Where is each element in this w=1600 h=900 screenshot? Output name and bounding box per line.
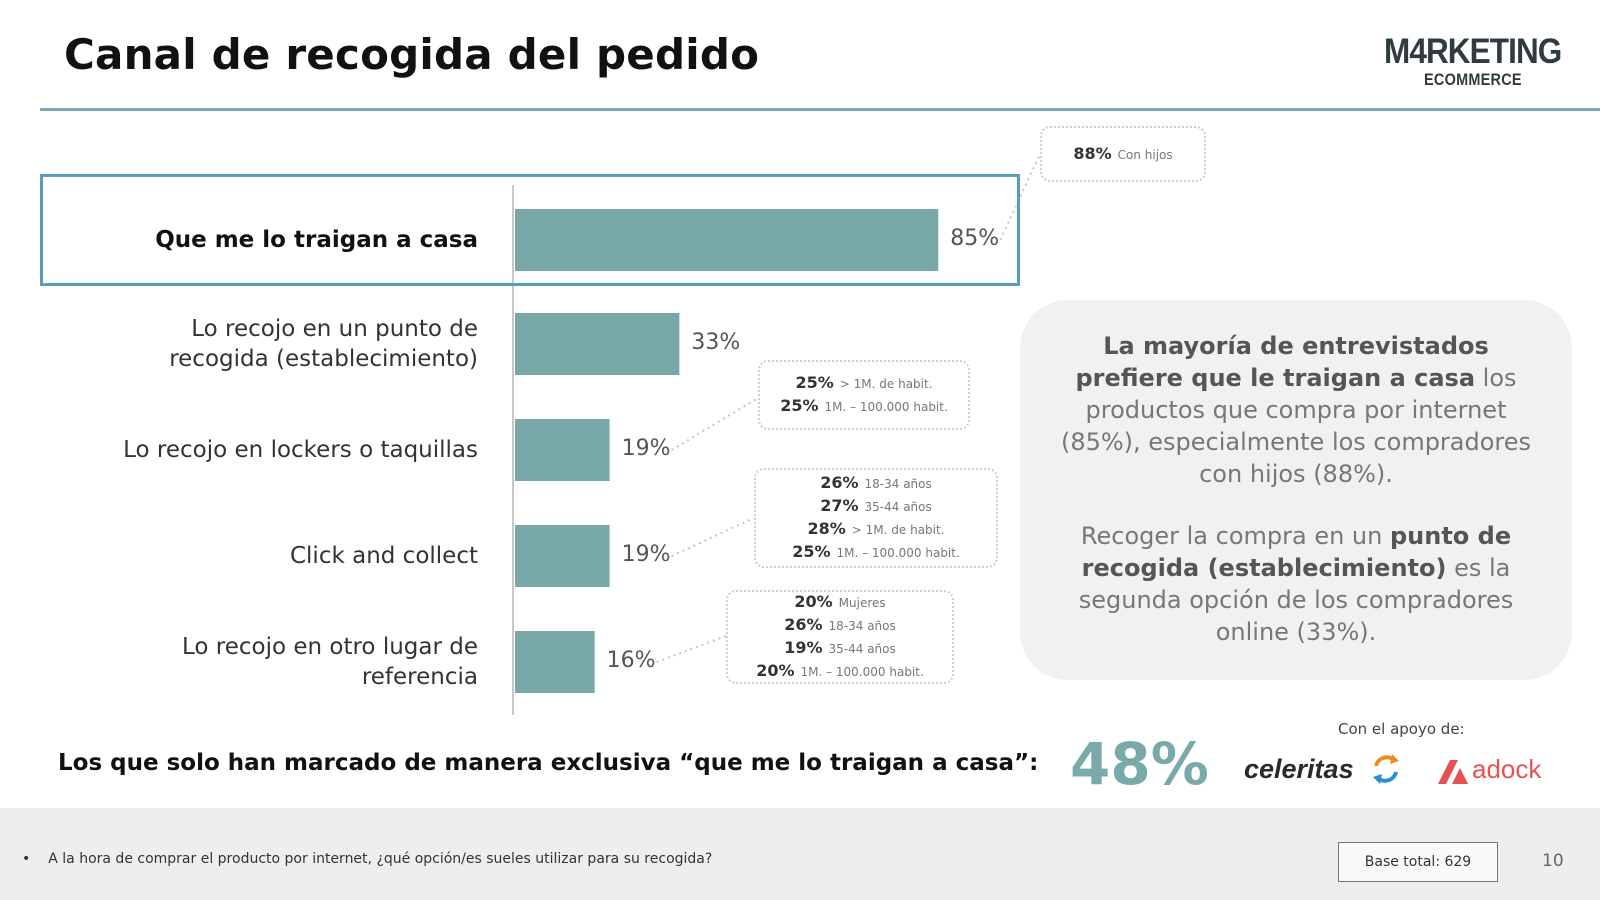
breakdown-connector <box>671 517 755 557</box>
bar-2 <box>515 313 680 375</box>
exclusive-value: 48% <box>1070 730 1209 798</box>
adock-logo: adock <box>1472 754 1542 784</box>
connectors-group <box>656 153 1041 663</box>
logo-text-bottom: ECOMMERCE <box>1424 70 1522 89</box>
breakdown-label: 18-34 años <box>864 477 932 491</box>
page-title: Canal de recogida del pedido <box>64 30 760 79</box>
breakdown-label: 18-34 años <box>828 619 896 633</box>
celeritas-arrows-icon <box>1373 754 1399 784</box>
breakdown-row: 88% Con hijos <box>1073 143 1172 166</box>
title-divider <box>40 108 1600 111</box>
summary-panel: La mayoría de entrevistados prefiere que… <box>1020 300 1572 680</box>
footnote-question: A la hora de comprar el producto por int… <box>48 851 713 867</box>
celeritas-logo: celeritas <box>1244 754 1354 784</box>
adock-logo-icon <box>1438 760 1468 784</box>
breakdown-connector <box>656 635 727 663</box>
bar-5 <box>515 631 595 693</box>
footer-bar <box>0 808 1600 900</box>
category-label-4: Click and collect <box>38 541 478 571</box>
breakdown-connector <box>999 153 1041 241</box>
bars-group <box>515 209 939 693</box>
bar-value-label-1: 85% <box>950 226 1000 251</box>
footnote-bullet: • <box>22 851 31 867</box>
bar-value-label-2: 33% <box>691 330 741 355</box>
bar-4 <box>515 525 610 587</box>
breakdown-row: 25% 1M. – 100.000 habit. <box>792 541 960 564</box>
category-label-2: Lo recojo en un punto de recogida (establ… <box>38 314 478 374</box>
category-label-line: Click and collect <box>289 543 478 569</box>
bar-3 <box>515 419 610 481</box>
category-label-line: Lo recojo en lockers o taquillas <box>123 437 478 463</box>
breakdown-label: 1M. – 100.000 habit. <box>836 546 960 560</box>
category-label-line: Que me lo traigan a casa <box>155 227 478 253</box>
breakdown-label: Mujeres <box>838 596 886 610</box>
footnote: • A la hora de comprar el producto por in… <box>22 851 712 867</box>
breakdown-row: 27% 35-44 años <box>820 495 932 518</box>
marketing4ecommerce-logo: M4RKETING ECOMMERCE <box>1384 32 1568 92</box>
breakdown-pct: 26% <box>784 615 823 634</box>
breakdown-pct: 28% <box>807 519 846 538</box>
breakdown-label: 1M. – 100.000 habit. <box>824 400 948 414</box>
breakdown-pct: 20% <box>756 661 795 680</box>
breakdown-label: > 1M. de habit. <box>839 377 933 391</box>
breakdown-label: 1M. – 100.000 habit. <box>800 665 924 679</box>
breakdown-box: 20% Mujeres 26% 18-34 años 19% 35-44 años 20% 1… <box>726 590 954 684</box>
support-label: Con el apoyo de: <box>1338 720 1465 738</box>
breakdown-row: 28% > 1M. de habit. <box>807 518 944 541</box>
category-label-3: Lo recojo en lockers o taquillas <box>38 435 478 465</box>
breakdown-box: 25% > 1M. de habit. 25% 1M. – 100.000 habit… <box>758 360 970 430</box>
breakdown-label: 35-44 años <box>828 642 896 656</box>
base-total-label: Base total: 629 <box>1364 854 1472 870</box>
highlight-box <box>40 174 1020 286</box>
breakdown-pct: 25% <box>780 396 819 415</box>
breakdown-row: 26% 18-34 años <box>820 472 932 495</box>
bar-value-label-3: 19% <box>621 436 671 461</box>
page-number: 10 <box>1542 851 1564 871</box>
breakdown-label: 35-44 años <box>864 500 932 514</box>
breakdown-row: 26% 18-34 años <box>784 614 896 637</box>
category-label-line: recogida (establecimiento) <box>169 346 478 372</box>
breakdown-pct: 25% <box>795 373 834 392</box>
bar-1 <box>515 209 939 271</box>
category-label-1: Que me lo traigan a casa <box>38 225 478 255</box>
breakdown-connector <box>671 397 759 451</box>
category-label-line: Lo recojo en un punto de <box>191 316 478 342</box>
breakdown-box: 26% 18-34 años 27% 35-44 años 28% > 1M. de ha… <box>754 468 998 568</box>
exclusive-statement: Los que solo han marcado de manera exclu… <box>58 750 1039 776</box>
breakdown-pct: 20% <box>794 592 833 611</box>
breakdown-pct: 25% <box>792 542 831 561</box>
breakdown-pct: 19% <box>784 638 823 657</box>
category-label-line: Lo recojo en otro lugar de <box>181 634 478 660</box>
breakdown-row: 25% 1M. – 100.000 habit. <box>780 395 948 418</box>
bar-value-label-5: 16% <box>606 648 656 673</box>
breakdown-row: 25% > 1M. de habit. <box>795 372 932 395</box>
breakdown-row: 20% 1M. – 100.000 habit. <box>756 660 924 683</box>
summary-paragraph-1: La mayoría de entrevistados prefiere que… <box>1060 332 1532 488</box>
breakdown-label: > 1M. de habit. <box>851 523 945 537</box>
base-total-box: Base total: 629 <box>1338 842 1498 882</box>
logo-text-top: M4RKETING <box>1384 32 1562 71</box>
summary-paragraph-2: Recoger la compra en un punto de recogid… <box>1078 522 1514 646</box>
breakdown-row: 20% Mujeres <box>794 591 885 614</box>
breakdown-pct: 27% <box>820 496 859 515</box>
breakdown-label: Con hijos <box>1117 147 1173 162</box>
category-label-line: referencia <box>361 664 478 690</box>
breakdown-pct: 88% <box>1073 143 1112 163</box>
breakdown-pct: 26% <box>820 473 859 492</box>
breakdown-box: 88% Con hijos <box>1040 126 1206 182</box>
bar-value-label-4: 19% <box>621 542 671 567</box>
category-label-5: Lo recojo en otro lugar de referencia <box>38 632 478 692</box>
breakdown-row: 19% 35-44 años <box>784 637 896 660</box>
